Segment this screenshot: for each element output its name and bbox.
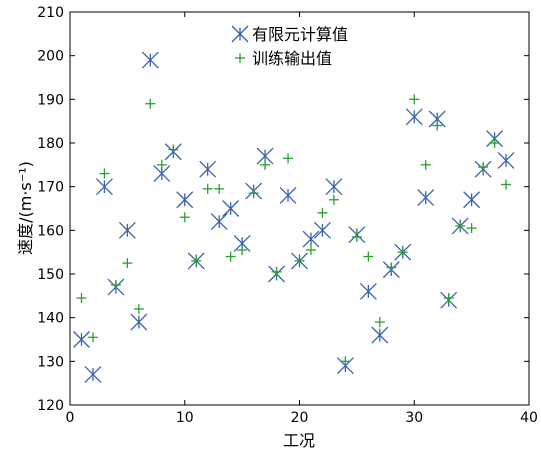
- point-fem-23: [325, 178, 343, 196]
- point-training-5: [122, 258, 133, 269]
- point-training-11: [191, 255, 202, 266]
- point-training-32: [432, 120, 443, 131]
- y-tick-label-3: 150: [37, 267, 64, 283]
- legend: 有限元计算值 训练输出值: [231, 25, 348, 68]
- point-training-8: [156, 159, 167, 170]
- point-fem-35: [463, 191, 481, 209]
- point-training-31: [420, 159, 431, 170]
- point-fem-22: [313, 221, 331, 239]
- point-training-26: [363, 251, 374, 262]
- point-training-33: [443, 293, 454, 304]
- point-fem-26: [359, 283, 377, 300]
- point-training-3: [99, 168, 110, 179]
- axis-ticks: [69, 11, 530, 406]
- legend-marker-fem: [231, 25, 249, 43]
- point-training-2: [87, 332, 98, 343]
- point-training-16: [248, 188, 259, 199]
- legend-marker-training: [235, 53, 245, 63]
- point-fem-38: [497, 152, 515, 169]
- x-tick-label-3: 30: [405, 410, 423, 426]
- point-training-20: [294, 255, 305, 266]
- point-fem-5: [118, 221, 136, 239]
- point-training-1: [76, 293, 87, 304]
- point-fem-2: [84, 365, 102, 383]
- point-training-15: [237, 244, 248, 255]
- tick-labels: 0 10 20 30 40 120 130 140 150 160 170 180 190 200 210: [37, 5, 538, 426]
- point-training-35: [466, 223, 477, 234]
- plot-frame: [69, 11, 530, 406]
- point-fem-30: [405, 108, 423, 126]
- point-fem-3: [95, 178, 113, 196]
- point-fem-14: [222, 200, 240, 217]
- point-fem-13: [210, 213, 228, 231]
- y-tick-label-7: 190: [37, 92, 64, 108]
- point-training-29: [397, 247, 408, 258]
- x-tick-label-1: 10: [176, 410, 194, 426]
- point-training-6: [133, 303, 144, 314]
- x-tick-label-0: 0: [66, 410, 75, 426]
- y-tick-label-0: 120: [37, 398, 64, 414]
- point-training-36: [478, 162, 489, 173]
- point-training-25: [351, 231, 362, 242]
- point-training-19: [283, 153, 294, 164]
- point-fem-27: [371, 326, 389, 344]
- point-training-12: [202, 183, 213, 194]
- data-points: [73, 51, 515, 383]
- point-training-7: [145, 98, 156, 109]
- legend-label-training: 训练输出值: [252, 49, 332, 68]
- legend-label-fem: 有限元计算值: [252, 25, 348, 44]
- point-fem-6: [130, 313, 148, 331]
- point-training-37: [489, 138, 500, 148]
- y-tick-label-9: 210: [37, 5, 64, 21]
- point-training-38: [501, 179, 512, 190]
- point-fem-1: [73, 331, 90, 348]
- y-tick-label-6: 180: [37, 136, 64, 152]
- legend-symbol-training: [235, 53, 245, 63]
- x-tick-label-4: 40: [520, 410, 538, 426]
- point-training-22: [317, 207, 328, 218]
- point-training-9: [168, 144, 179, 155]
- point-training-28: [386, 262, 397, 273]
- point-training-13: [214, 183, 225, 194]
- y-axis-title: 速度/(m·s⁻¹): [16, 161, 35, 255]
- y-tick-label-4: 160: [37, 223, 64, 239]
- legend-symbol-fem: [231, 25, 249, 43]
- point-fem-19: [279, 186, 297, 204]
- point-training-27: [374, 317, 385, 328]
- y-tick-label-8: 200: [37, 49, 64, 65]
- point-training-30: [409, 94, 420, 105]
- y-tick-label-1: 130: [37, 354, 64, 370]
- point-fem-7: [141, 51, 159, 69]
- point-training-17: [260, 159, 271, 170]
- point-fem-10: [176, 191, 194, 209]
- point-fem-12: [199, 160, 217, 178]
- point-training-18: [271, 266, 282, 277]
- point-training-4: [110, 279, 121, 290]
- x-tick-label-2: 20: [291, 410, 309, 426]
- point-training-14: [225, 251, 236, 262]
- y-tick-label-2: 140: [37, 311, 64, 327]
- point-training-10: [179, 212, 190, 223]
- point-fem-31: [417, 189, 435, 207]
- point-training-21: [305, 244, 316, 255]
- y-tick-label-5: 170: [37, 180, 64, 196]
- point-fem-21: [302, 230, 320, 248]
- point-training-24: [340, 356, 351, 367]
- point-training-23: [328, 194, 339, 205]
- x-axis-title: 工况: [283, 431, 315, 450]
- point-training-34: [455, 220, 466, 231]
